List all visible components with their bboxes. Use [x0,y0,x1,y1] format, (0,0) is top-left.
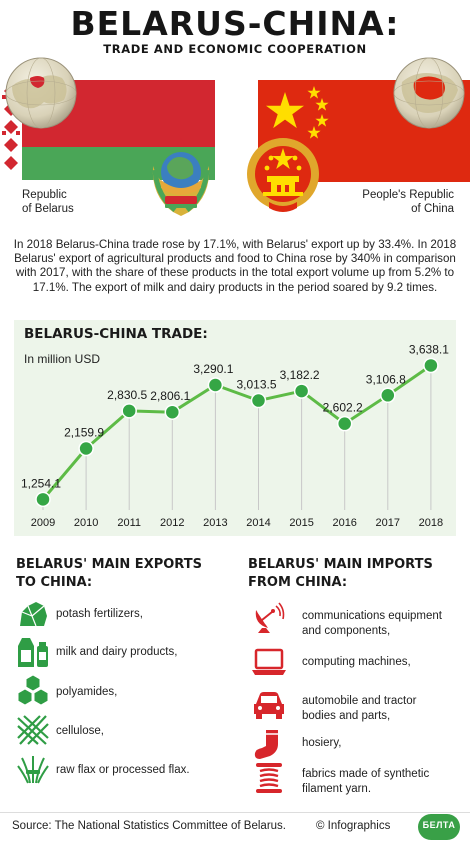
x-tick-label: 2012 [160,517,184,529]
export-item-1: potash fertilizers, [56,608,143,620]
data-point [380,387,396,404]
globe-belarus-icon [5,57,77,129]
export-item-2: milk and dairy products, [56,646,178,658]
data-label: 2,159.9 [64,425,104,439]
intro-paragraph: In 2018 Belarus-China trade rose by 17.1… [13,238,457,294]
yarn-spool-icon [256,763,282,793]
x-tick-label: 2013 [203,517,227,529]
exports-heading-line2: TO CHINA: [16,575,93,590]
satellite-dish-icon [255,602,285,633]
data-label: 3,638.1 [409,342,449,356]
data-point [336,415,353,432]
data-label: 3,013.5 [236,378,276,392]
x-tick-label: 2017 [376,517,400,529]
source-note: Source: The National Statistics Committe… [12,820,286,832]
import-item-5-line1: fabrics made of synthetic [302,768,430,780]
x-tick-label: 2009 [31,517,55,529]
data-point [423,357,439,374]
import-item-5-line2: filament yarn. [302,783,372,795]
import-item-4-line1: hosiery, [302,737,342,749]
imports-heading-line2: FROM CHINA: [248,575,348,590]
china-emblem-icon [247,138,319,212]
import-item-3-line1: automobile and tractor [302,695,417,707]
import-item-1-line1: communications equipment [302,610,442,622]
chart-title: BELARUS-CHINA TRADE: [24,326,208,342]
data-point [207,377,224,393]
belarus-name-line1: Republic [22,189,67,201]
china-name-line1: People's Republic [362,189,454,201]
data-point [250,392,267,409]
footer-divider [0,812,470,813]
copyright-note: © Infographics [316,820,391,832]
export-item-3: polyamides, [56,686,118,698]
data-label: 2,830.5 [107,388,147,402]
export-item-5: raw flax or processed flax. [56,764,190,776]
x-tick-label: 2016 [332,517,356,529]
data-point [164,404,181,420]
data-point [121,403,137,419]
x-tick-label: 2015 [289,517,313,529]
car-icon [254,692,284,719]
potash-icon [20,602,47,627]
exports-heading-line1: BELARUS' MAIN EXPORTS [16,557,202,572]
imports-heading-line1: BELARUS' MAIN IMPORTS [248,557,433,572]
page-subtitle: TRADE AND ECONOMIC COOPERATION [103,42,367,56]
laptop-icon [252,648,286,675]
page-title: BELARUS-CHINA: [70,4,400,43]
globe-china-icon [393,57,465,129]
data-label: 3,106.8 [366,372,406,386]
belarus-emblem-icon [152,138,210,216]
import-item-3-line2: bodies and parts, [302,710,391,722]
data-label: 2,806.1 [150,389,190,403]
chart-panel [14,320,456,536]
x-tick-label: 2010 [74,517,98,529]
data-label: 3,182.2 [280,368,320,382]
chart-unit-label: In million USD [24,352,101,366]
flax-sheaf-icon [17,756,49,784]
series-line [41,364,432,501]
milk-icon [18,638,48,667]
data-point [35,491,51,508]
cellulose-mesh-icon [17,715,49,745]
cubes-icon [17,674,49,706]
data-label: 3,290.1 [193,362,233,376]
china-name-line2: of China [411,203,454,215]
belta-logo: БЕЛТА [418,814,460,840]
data-label: 2,602.2 [323,401,363,415]
sock-icon [254,730,278,759]
data-label: 1,254.1 [21,476,61,490]
import-item-1-line2: and components, [302,625,391,637]
x-tick-label: 2011 [117,517,141,529]
data-point [293,383,310,399]
x-tick-label: 2014 [246,517,270,529]
data-point [78,440,94,457]
export-item-4: cellulose, [56,725,104,737]
import-item-2-line1: computing machines, [302,656,411,668]
belta-logo-text: БЕЛТА [422,820,456,830]
x-tick-label: 2018 [419,517,443,529]
belarus-name-line2: of Belarus [22,203,74,215]
